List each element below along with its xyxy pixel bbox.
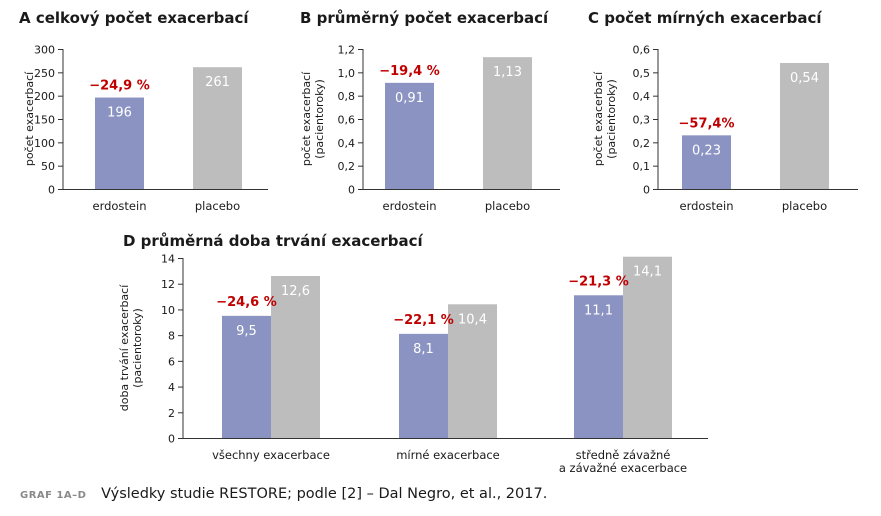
y-tick-label: 0,8	[338, 90, 356, 103]
y-tick-label: 0	[348, 184, 355, 197]
y-tick-label: 200	[34, 90, 55, 103]
bar-value-label: 10,4	[458, 312, 487, 327]
category-label: všechny exacerbace	[212, 448, 330, 462]
bar-erdostein	[385, 82, 434, 189]
y-tick-label: 50	[41, 160, 55, 173]
y-tick-label: 2	[168, 407, 175, 420]
bar-value-label: 0,91	[395, 91, 424, 106]
bar-erdostein	[95, 97, 144, 189]
category-label: erdostein	[680, 199, 734, 213]
bar-value-label: 12,6	[281, 284, 310, 299]
y-tick-label: 300	[34, 44, 55, 57]
y-tick-label: 250	[34, 67, 55, 80]
y-tick-label: 0	[48, 184, 55, 197]
panel-D: D průměrná doba trvání exacerbací 0 2 4 6 8 10…	[118, 232, 708, 475]
y-tick-label: 4	[168, 381, 175, 394]
y-axis-label: počet exacerbací(pacientoroky)	[592, 71, 618, 166]
y-tick-label: 100	[34, 137, 55, 150]
reduction-label: −24,6 %	[216, 295, 277, 310]
reduction-label: −19,4 %	[379, 64, 440, 79]
y-tick-label: 0,5	[633, 67, 651, 80]
bar-group-1-series-1	[448, 304, 497, 438]
reduction-label: −57,4%	[679, 116, 735, 131]
bar-value-label: 14,1	[633, 265, 662, 280]
bar-group-0-series-0	[222, 315, 271, 438]
reduction-label: −21,3 %	[568, 274, 629, 289]
y-tick-label: 0	[643, 184, 650, 197]
caption-tag: GRAF 1A–D	[20, 490, 87, 501]
y-tick-label: 150	[34, 114, 55, 127]
bar-value-label: 196	[107, 106, 132, 121]
y-tick-label: 0,6	[633, 44, 651, 57]
panel-C: C počet mírných exacerbací 0 0,1 0,2 0,3 0,4 0…	[588, 9, 858, 213]
bar-placebo	[483, 57, 532, 189]
bar-group-2-series-0	[574, 295, 623, 438]
y-tick-label: 6	[168, 355, 175, 368]
figure-caption: GRAF 1A–D Výsledky studie RESTORE; podle…	[20, 486, 547, 502]
panel-B-title: B průměrný počet exacerbací	[300, 9, 549, 27]
y-axis-label: počet exacerbací(pacientoroky)	[300, 71, 326, 166]
y-axis-label: doba trvání exacerbací(pacientoroky)	[118, 284, 144, 411]
y-tick-label: 12	[161, 278, 175, 291]
reduction-label: −22,1 %	[393, 313, 454, 328]
bar-placebo	[780, 63, 829, 189]
y-tick-label: 0,3	[633, 114, 651, 127]
y-tick-label: 1,0	[338, 67, 356, 80]
bar-value-label: 11,1	[584, 303, 613, 318]
bar-value-label: 8,1	[413, 342, 434, 357]
bar-group-1-series-0	[399, 333, 448, 438]
bar-value-label: 0,23	[692, 143, 721, 158]
y-tick-label: 8	[168, 330, 175, 343]
category-label: středně závažné a závažné exacerbace	[559, 448, 687, 475]
reduction-label: −24,9 %	[89, 79, 150, 94]
y-tick-label: 0,6	[338, 114, 356, 127]
panel-D-title: D průměrná doba trvání exacerbací	[123, 232, 424, 250]
y-tick-label: 0	[168, 433, 175, 446]
y-tick-label: 0,2	[338, 160, 356, 173]
panel-C-title: C počet mírných exacerbací	[588, 9, 822, 27]
y-axis-label: počet exacerbací	[23, 71, 36, 166]
bar-erdostein	[682, 135, 731, 189]
category-label: erdostein	[93, 199, 147, 213]
category-label: placebo	[195, 199, 240, 213]
bar-value-label: 9,5	[236, 324, 257, 339]
y-tick-label: 0,4	[338, 137, 356, 150]
panel-A: A celkový počet exacerbací 0 50 100 150 200 25…	[19, 9, 268, 213]
caption-text: Výsledky studie RESTORE; podle [2] – Dal…	[101, 486, 548, 502]
bar-group-2-series-1	[623, 256, 672, 438]
panel-B: B průměrný počet exacerbací 0 0,2 0,4 0,6 0,8…	[300, 9, 560, 213]
bar-group-0-series-1	[271, 276, 320, 438]
bar-placebo	[193, 67, 242, 189]
bar-value-label: 0,54	[790, 71, 819, 86]
category-label: erdostein	[383, 199, 437, 213]
y-tick-label: 10	[161, 304, 175, 317]
bar-value-label: 1,13	[493, 65, 522, 80]
bar-value-label: 261	[205, 75, 230, 90]
y-tick-label: 14	[161, 253, 175, 266]
panel-A-title: A celkový počet exacerbací	[19, 9, 249, 27]
y-tick-label: 0,1	[633, 160, 651, 173]
y-tick-label: 1,2	[338, 44, 356, 57]
category-label: placebo	[485, 199, 530, 213]
y-tick-label: 0,2	[633, 137, 651, 150]
y-tick-label: 0,4	[633, 90, 651, 103]
category-label: placebo	[782, 199, 827, 213]
category-label: mírné exacerbace	[396, 448, 500, 462]
